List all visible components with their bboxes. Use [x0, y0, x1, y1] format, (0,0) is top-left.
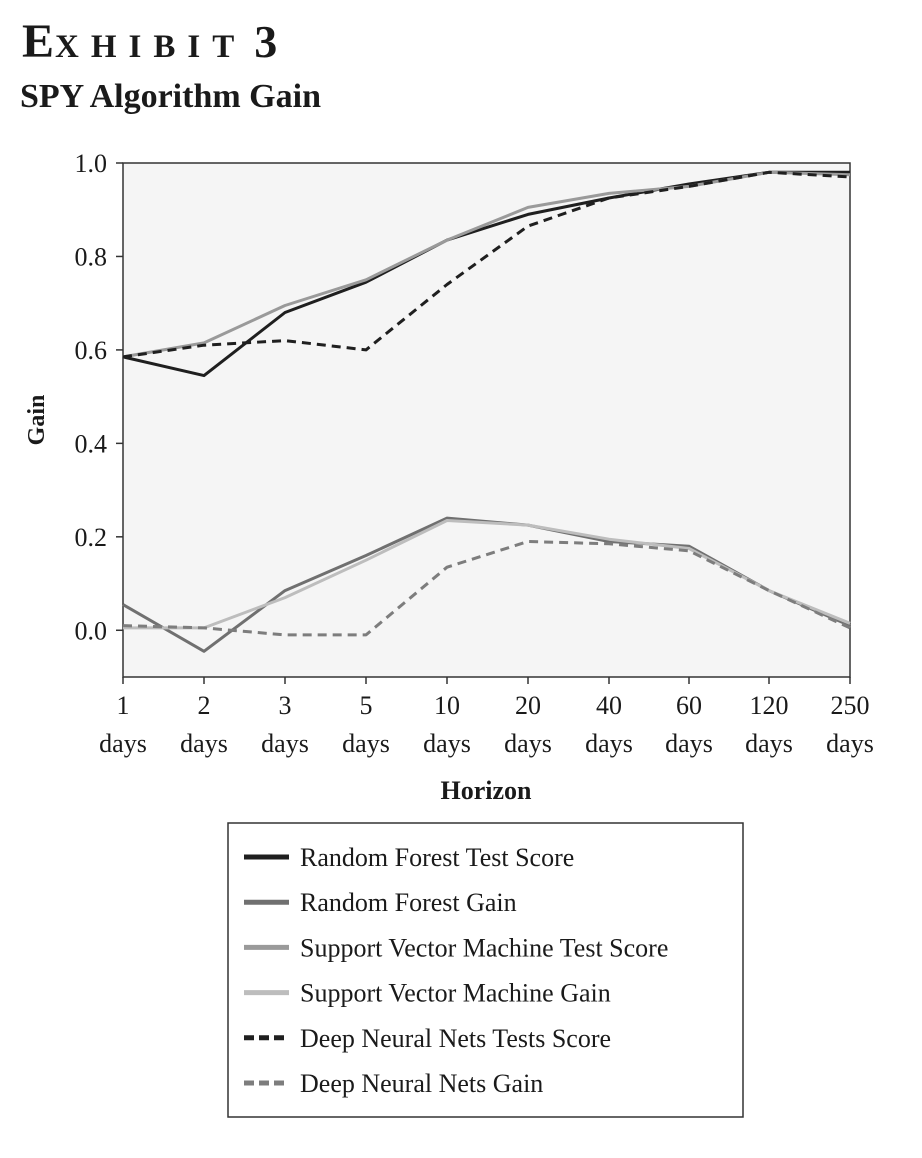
y-tick-label: 0.8 — [75, 242, 108, 271]
y-tick-label: 0.4 — [75, 429, 108, 458]
x-axis-label: Horizon — [441, 776, 533, 805]
series-line-3 — [123, 519, 851, 630]
series-line-5 — [122, 540, 851, 637]
x-tick-label-number: 1 — [117, 691, 130, 720]
x-tick-label-number: 10 — [434, 691, 460, 720]
x-tick-label-unit: days — [745, 729, 793, 758]
legend-box — [227, 822, 744, 1118]
x-tick-label-unit: days — [180, 729, 228, 758]
legend-label: Support Vector Machine Gain — [300, 979, 611, 1008]
series-lines — [122, 170, 851, 653]
y-axis-label: Gain — [24, 395, 50, 446]
series-line-2 — [122, 170, 851, 359]
exhibit-heading: EXHIBIT 3 — [22, 15, 279, 68]
x-axis-ticks: 1 days 2 days 3 days 5 days 10 days 20 days 40 days 60… — [99, 677, 874, 758]
x-tick-label-unit: days — [342, 729, 390, 758]
chart-title: SPY Algorithm Gain — [20, 78, 321, 115]
series-line-4 — [122, 170, 851, 359]
x-tick-label-unit: days — [423, 729, 471, 758]
x-tick-label-number: 40 — [596, 691, 622, 720]
y-tick-label: 0.2 — [75, 523, 108, 552]
y-tick-label: 0.0 — [75, 616, 108, 645]
x-tick-label-unit: days — [585, 729, 633, 758]
x-tick-label-unit: days — [826, 729, 874, 758]
x-tick-label-unit: days — [261, 729, 309, 758]
x-tick-label-number: 2 — [198, 691, 211, 720]
x-tick-label-number: 3 — [279, 691, 292, 720]
x-tick-label-number: 120 — [750, 691, 789, 720]
legend-label: Support Vector Machine Test Score — [300, 933, 668, 962]
x-tick-label-unit: days — [99, 729, 147, 758]
legend-label: Deep Neural Nets Tests Score — [300, 1024, 611, 1053]
x-tick-label-number: 60 — [676, 691, 702, 720]
y-axis-ticks: 1.0 0.8 0.6 0.4 0.2 0.0 — [75, 149, 123, 645]
legend-label: Random Forest Test Score — [300, 843, 574, 872]
legend: Random Forest Test Score Random Forest Ga… — [227, 822, 744, 1118]
x-tick-label-number: 5 — [360, 691, 373, 720]
x-tick-label-number: 20 — [515, 691, 541, 720]
y-tick-label: 1.0 — [75, 149, 108, 178]
x-tick-label-unit: days — [665, 729, 713, 758]
legend-label: Random Forest Gain — [300, 888, 517, 917]
x-tick-label-unit: days — [504, 729, 552, 758]
plot-area — [122, 162, 851, 678]
y-tick-label: 0.6 — [75, 336, 108, 365]
legend-label: Deep Neural Nets Gain — [300, 1069, 543, 1098]
x-tick-label-number: 250 — [831, 691, 870, 720]
